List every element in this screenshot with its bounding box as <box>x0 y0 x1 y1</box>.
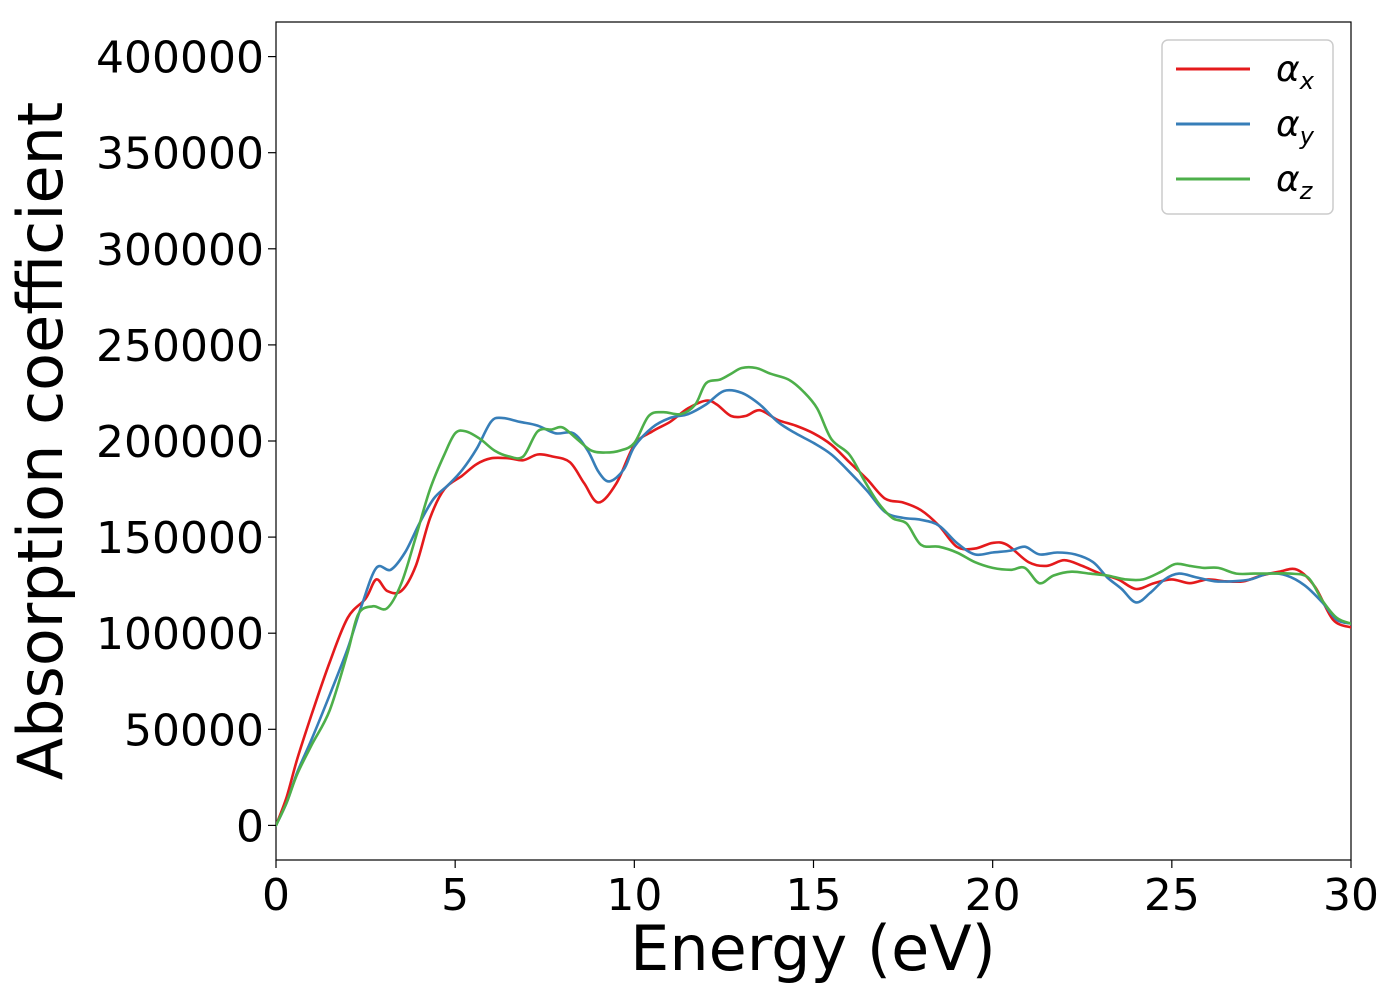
legend-label-alpha-z: αz <box>1276 159 1314 205</box>
x-tick-label: 5 <box>441 870 469 921</box>
legend: αx αy αz <box>1161 39 1334 215</box>
x-axis-ticks: 0 5 10 15 20 25 30 <box>262 860 1379 921</box>
y-tick-label: 250000 <box>96 321 264 372</box>
y-tick-label: 400000 <box>96 33 264 84</box>
legend-frame <box>1161 39 1334 215</box>
series-line-alpha-z <box>276 365 1351 827</box>
series-line-alpha-y <box>276 388 1351 827</box>
y-tick-label: 50000 <box>124 705 264 756</box>
y-axis-label: Absorption coefficient <box>4 102 77 781</box>
x-tick-label: 20 <box>965 870 1021 921</box>
x-tick-label: 10 <box>606 870 662 921</box>
x-axis-label: Energy (eV) <box>630 912 996 985</box>
y-tick-label: 150000 <box>96 513 264 564</box>
y-tick-label: 100000 <box>96 609 264 660</box>
series-lines <box>276 365 1351 827</box>
y-tick-label: 300000 <box>96 225 264 276</box>
x-tick-label: 15 <box>786 870 842 921</box>
legend-label-alpha-x: αx <box>1276 49 1315 95</box>
series-line-alpha-x <box>276 399 1351 827</box>
x-tick-label: 25 <box>1144 870 1200 921</box>
y-axis-ticks: 0 50000 100000 150000 200000 250000 300000 3500… <box>96 33 276 852</box>
y-tick-label: 200000 <box>96 417 264 468</box>
legend-label-alpha-y: αy <box>1276 104 1315 150</box>
x-tick-label: 0 <box>262 870 290 921</box>
y-tick-label: 350000 <box>96 129 264 180</box>
x-tick-label: 30 <box>1323 870 1379 921</box>
y-tick-label: 0 <box>236 801 264 852</box>
